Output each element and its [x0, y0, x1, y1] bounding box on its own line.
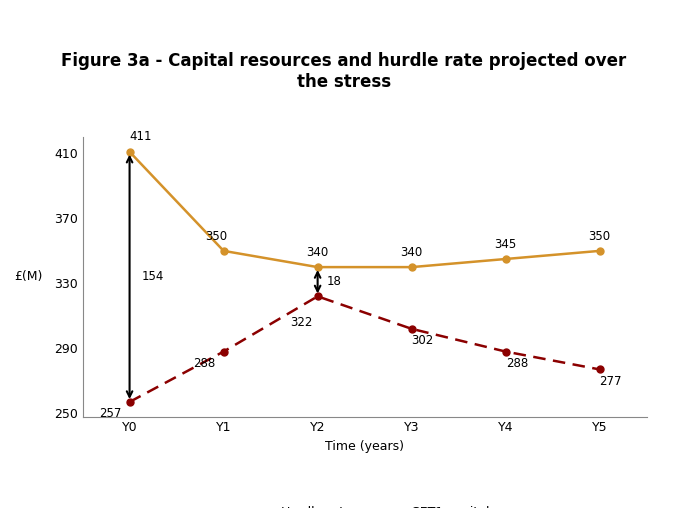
- Text: 345: 345: [495, 238, 517, 250]
- Text: 288: 288: [193, 357, 215, 370]
- Text: 288: 288: [506, 357, 528, 370]
- Hurdle rate: [502, 348, 510, 355]
- Hurdle rate: [125, 399, 133, 405]
- Text: 302: 302: [411, 334, 434, 347]
- Text: 277: 277: [599, 375, 622, 388]
- Text: Figure 3a - Capital resources and hurdle rate projected over
the stress: Figure 3a - Capital resources and hurdle…: [61, 52, 627, 90]
- Text: 350: 350: [589, 230, 611, 242]
- CET1 capital: [596, 248, 604, 254]
- Line: CET1 capital: CET1 capital: [126, 148, 603, 271]
- Text: 154: 154: [142, 270, 164, 283]
- Hurdle rate: [219, 348, 228, 355]
- Text: 340: 340: [400, 246, 423, 259]
- Text: 340: 340: [306, 246, 329, 259]
- X-axis label: Time (years): Time (years): [325, 440, 404, 453]
- Y-axis label: £(M): £(M): [14, 270, 43, 283]
- Line: Hurdle rate: Hurdle rate: [126, 293, 603, 405]
- Hurdle rate: [407, 326, 416, 332]
- Text: 257: 257: [99, 407, 121, 421]
- Hurdle rate: [596, 366, 604, 372]
- CET1 capital: [502, 256, 510, 262]
- CET1 capital: [407, 264, 416, 270]
- Hurdle rate: [314, 293, 322, 299]
- CET1 capital: [314, 264, 322, 270]
- Text: 18: 18: [327, 275, 342, 288]
- Legend: Hurdle rate, CET1 capital: Hurdle rate, CET1 capital: [235, 501, 495, 508]
- Text: 322: 322: [290, 316, 312, 329]
- CET1 capital: [219, 248, 228, 254]
- CET1 capital: [125, 149, 133, 155]
- Text: 411: 411: [129, 131, 152, 143]
- Text: 350: 350: [206, 230, 228, 242]
